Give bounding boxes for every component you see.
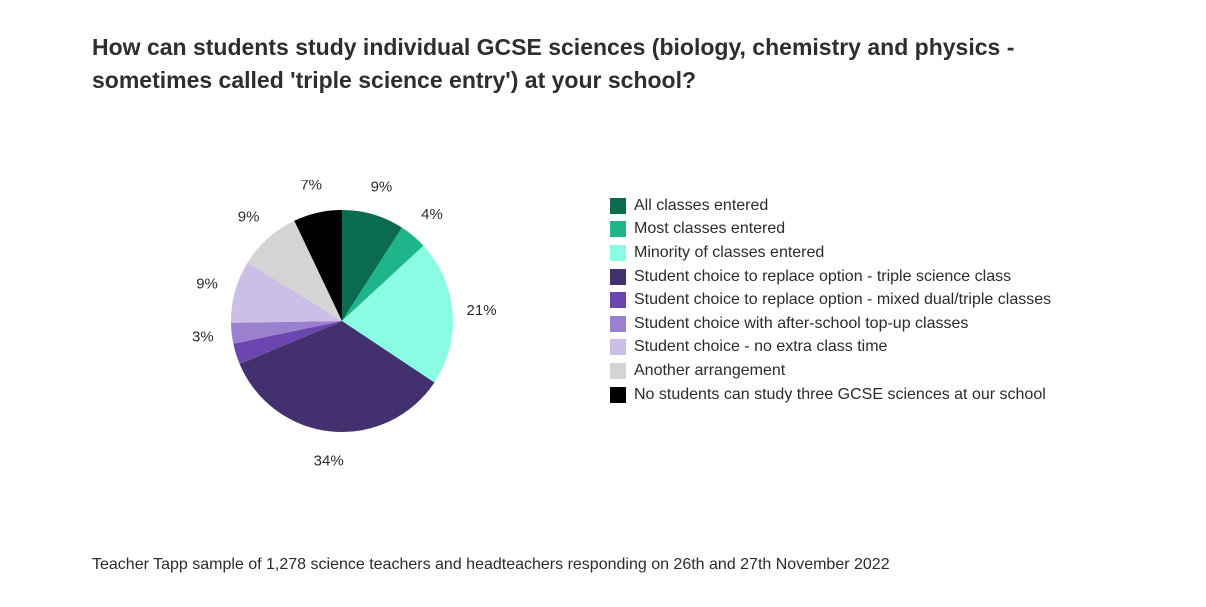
pie-label-5: 3%	[192, 329, 214, 346]
pie-slice-4	[233, 321, 342, 364]
pie-chart: 9% 4% 21% 34% 3% 9% 9% 7%	[192, 180, 497, 469]
pie-slice-7	[247, 220, 342, 321]
pie-slice-3	[239, 321, 435, 433]
legend-item-1: Most classes entered	[610, 218, 1051, 242]
pie-slice-2	[342, 245, 453, 383]
chart-title-line-2: sometimes called 'triple science entry')…	[92, 67, 697, 93]
legend-swatch	[610, 386, 626, 403]
legend-item-2: Minority of classes entered	[610, 241, 1051, 265]
legend-swatch	[610, 362, 626, 379]
chart-title: How can students study individual GCSE s…	[92, 31, 1132, 97]
pie-label-0: 9%	[371, 180, 393, 196]
legend-item-3: Student choice to replace option - tripl…	[610, 265, 1051, 289]
legend-label: Another arrangement	[634, 361, 786, 379]
legend-label: Student choice - no extra class time	[634, 338, 888, 356]
legend-swatch	[610, 221, 626, 238]
source-note: Teacher Tapp sample of 1,278 science tea…	[92, 556, 890, 573]
pie-labels: 9% 4% 21% 34% 3% 9% 9% 7%	[192, 180, 497, 469]
legend-label: Student choice with after-school top-up …	[634, 314, 969, 332]
chart-title-line-1: How can students study individual GCSE s…	[92, 34, 1015, 60]
pie-label-3: 34%	[314, 452, 344, 469]
pie-slice-1	[342, 227, 424, 321]
legend-swatch	[610, 244, 626, 261]
pie-label-7: 9%	[238, 209, 260, 226]
legend-item-8: No students can study three GCSE science…	[610, 383, 1051, 407]
legend-swatch	[610, 197, 626, 214]
legend-label: Most classes entered	[634, 220, 786, 238]
pie-label-8: 7%	[300, 180, 322, 193]
legend-item-0: All classes entered	[610, 194, 1051, 218]
legend-item-6: Student choice - no extra class time	[610, 336, 1051, 360]
legend-swatch	[610, 292, 626, 309]
pie-label-6: 9%	[196, 276, 218, 293]
legend-item-7: Another arrangement	[610, 359, 1051, 383]
legend-item-5: Student choice with after-school top-up …	[610, 312, 1051, 336]
legend-label: All classes entered	[634, 196, 769, 214]
legend-swatch	[610, 315, 626, 332]
pie-slice-5	[231, 321, 342, 344]
legend-item-4: Student choice to replace option - mixed…	[610, 288, 1051, 312]
pie-slice-6	[231, 262, 342, 323]
pie-slice-0	[342, 210, 403, 321]
pie-label-2: 21%	[467, 302, 497, 319]
legend-swatch	[610, 339, 626, 356]
legend-swatch	[610, 268, 626, 285]
legend-label: Student choice to replace option - tripl…	[634, 267, 1012, 285]
legend-label: Student choice to replace option - mixed…	[634, 291, 1052, 309]
legend-label: Minority of classes entered	[634, 243, 825, 261]
chart-legend: All classes entered Most classes entered M…	[610, 194, 1051, 406]
pie-label-1: 4%	[421, 206, 443, 223]
pie-slices	[231, 210, 453, 433]
legend-label: No students can study three GCSE science…	[634, 385, 1046, 403]
pie-slice-8	[294, 210, 342, 321]
